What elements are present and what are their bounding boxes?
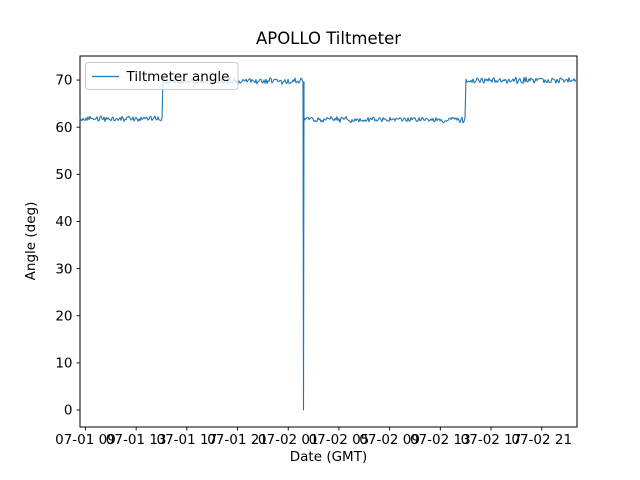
x-tick-label: 07-02 09 (359, 432, 420, 448)
y-tick-label: 40 (55, 214, 72, 230)
axes-frame (79, 55, 578, 428)
x-tick-label: 07-01 17 (157, 432, 218, 448)
legend-label: Tiltmeter angle (126, 69, 230, 85)
y-tick-label: 60 (55, 120, 72, 136)
x-tick-label: 07-02 13 (410, 432, 471, 448)
y-tick-label: 70 (55, 73, 72, 89)
y-tick-label: 20 (55, 308, 72, 324)
tiltmeter-angle-line (79, 76, 578, 411)
x-tick-label: 07-02 17 (461, 432, 522, 448)
y-tick-label: 30 (55, 261, 72, 277)
y-tick-label: 50 (55, 167, 72, 183)
x-axis-label: Date (GMT) (289, 449, 368, 465)
legend-frame (85, 62, 239, 90)
y-tick-label: 10 (55, 356, 72, 372)
x-tick-label: 07-02 21 (511, 432, 572, 448)
y-tick-label: 0 (64, 403, 73, 419)
x-tick-label: 07-01 09 (55, 432, 116, 448)
x-tick-label: 07-02 05 (309, 432, 370, 448)
chart-title: APOLLO Tiltmeter (255, 29, 402, 48)
x-tick-label: 07-02 01 (258, 432, 319, 448)
x-tick-label: 07-01 13 (106, 432, 167, 448)
legend-box: Tiltmeter angle (85, 62, 239, 90)
x-tick-label: 07-01 21 (207, 432, 268, 448)
